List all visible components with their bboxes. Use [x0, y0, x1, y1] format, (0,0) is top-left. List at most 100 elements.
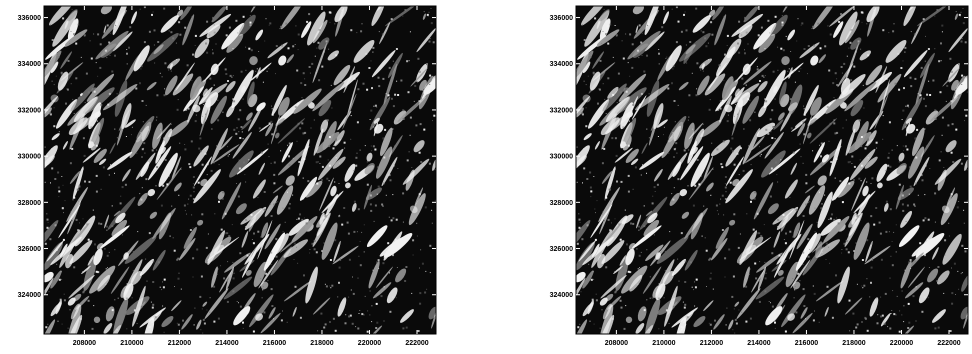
- map-image-left: [29, 0, 440, 349]
- terrain-speckle: [914, 137, 916, 139]
- terrain-speckle: [672, 199, 674, 201]
- terrain-speckle: [606, 113, 607, 114]
- terrain-speckle: [744, 17, 746, 19]
- terrain-speckle: [642, 55, 643, 56]
- terrain-speckle: [646, 173, 647, 174]
- terrain-speckle: [705, 45, 707, 47]
- terrain-speckle: [644, 205, 645, 206]
- terrain-speckle: [68, 60, 70, 62]
- terrain-speckle: [260, 278, 261, 279]
- terrain-speckle: [184, 27, 186, 29]
- terrain-speckle: [93, 305, 94, 306]
- terrain-speckle: [678, 21, 680, 23]
- terrain-speckle: [45, 326, 47, 328]
- terrain-speckle: [316, 104, 318, 106]
- terrain-speckle: [419, 71, 421, 73]
- terrain-speckle: [584, 39, 586, 41]
- terrain-speckle: [586, 107, 587, 108]
- terrain-speckle: [162, 185, 164, 187]
- terrain-speckle: [666, 57, 667, 58]
- terrain-speckle: [151, 302, 152, 303]
- terrain-speckle: [770, 196, 772, 198]
- terrain-speckle: [899, 246, 900, 247]
- terrain-speckle: [275, 73, 276, 74]
- terrain-speckle: [686, 29, 688, 31]
- terrain-speckle: [276, 256, 278, 258]
- terrain-speckle: [58, 190, 60, 192]
- terrain-speckle: [840, 25, 842, 27]
- terrain-speckle: [846, 248, 848, 250]
- terrain-speckle: [889, 153, 890, 154]
- terrain-speckle: [860, 49, 861, 50]
- terrain-speckle: [750, 201, 752, 203]
- terrain-speckle: [757, 232, 759, 234]
- terrain-speckle: [48, 222, 49, 223]
- terrain-speckle: [809, 249, 810, 250]
- terrain-speckle: [370, 291, 371, 292]
- terrain-speckle: [866, 278, 867, 279]
- terrain-speckle: [921, 174, 923, 176]
- terrain-speckle: [935, 118, 937, 120]
- terrain-speckle: [307, 180, 309, 182]
- terrain-speckle: [794, 289, 795, 290]
- terrain-speckle: [418, 330, 420, 332]
- terrain-speckle: [89, 181, 91, 183]
- terrain-speckle: [708, 43, 709, 44]
- terrain-speckle: [47, 219, 49, 221]
- terrain-speckle: [588, 63, 589, 64]
- terrain-speckle: [303, 274, 305, 276]
- terrain-speckle: [415, 124, 417, 126]
- terrain-speckle: [684, 304, 686, 306]
- y-axis-left: 336000 334000 332000 330000 328000 32600…: [18, 15, 41, 299]
- terrain-speckle: [914, 78, 916, 80]
- x-tick-label: 210000: [120, 340, 143, 347]
- terrain-speckle: [353, 170, 354, 171]
- terrain-speckle: [644, 309, 646, 311]
- terrain-speckle: [866, 182, 867, 183]
- terrain-speckle: [583, 148, 584, 149]
- terrain-speckle: [162, 281, 163, 282]
- terrain-speckle: [164, 332, 165, 333]
- terrain-speckle: [782, 24, 784, 26]
- terrain-speckle: [324, 52, 325, 53]
- terrain-speckle: [205, 114, 206, 115]
- terrain-speckle: [635, 166, 637, 168]
- terrain-speckle: [942, 117, 944, 119]
- terrain-speckle: [328, 159, 329, 160]
- terrain-speckle: [865, 147, 867, 149]
- terrain-speckle: [926, 165, 927, 166]
- terrain-speckle: [375, 327, 377, 329]
- terrain-speckle: [622, 126, 624, 128]
- terrain-speckle: [711, 273, 712, 274]
- terrain-speckle: [605, 197, 607, 199]
- terrain-speckle: [623, 58, 625, 60]
- x-tick-label: 214000: [747, 340, 770, 347]
- terrain-speckle: [341, 224, 343, 226]
- terrain-speckle: [770, 302, 771, 303]
- terrain-speckle: [405, 266, 407, 268]
- terrain-speckle: [740, 37, 741, 38]
- terrain-speckle: [629, 121, 630, 122]
- terrain-speckle: [872, 260, 873, 261]
- terrain-speckle: [180, 169, 181, 170]
- terrain-speckle: [360, 30, 362, 32]
- terrain-speckle: [827, 286, 829, 288]
- terrain-speckle: [83, 137, 85, 139]
- terrain-speckle: [577, 182, 578, 183]
- terrain-speckle: [861, 180, 862, 181]
- terrain-speckle: [394, 165, 395, 166]
- terrain-speckle: [785, 331, 787, 333]
- terrain-speckle: [357, 328, 359, 330]
- terrain-speckle: [777, 226, 778, 227]
- terrain-speckle: [827, 25, 828, 26]
- terrain-speckle: [887, 165, 889, 167]
- terrain-speckle: [109, 252, 110, 253]
- terrain-speckle: [298, 123, 300, 125]
- terrain-speckle: [737, 43, 739, 45]
- terrain-speckle: [844, 243, 846, 245]
- terrain-speckle: [880, 81, 881, 82]
- terrain-speckle: [94, 243, 96, 245]
- terrain-speckle: [771, 160, 772, 161]
- terrain-speckle: [214, 24, 215, 25]
- terrain-speckle: [593, 279, 594, 280]
